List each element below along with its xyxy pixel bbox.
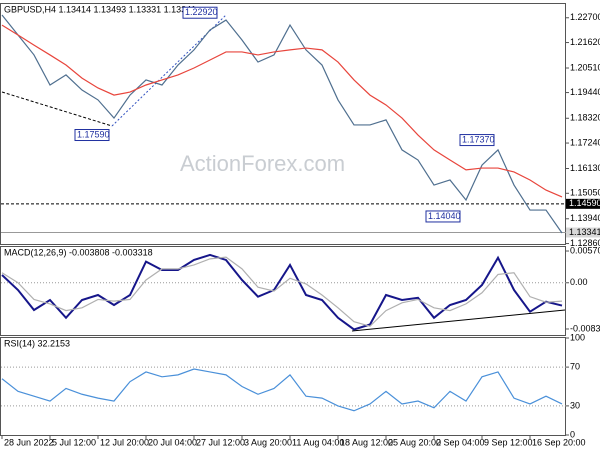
x-tick-label: 5 Jul 12:00 [52,437,96,447]
rsi-title: RSI(14) 32.2153 [4,338,70,348]
y-tick-label: 1.12860 [570,238,600,248]
annotation-label: 1.17370 [462,134,495,144]
x-tick-label: 2 Sep 04:00 [436,437,485,447]
x-tick-label: 3 Aug 20:00 [244,437,292,447]
annotation-box [459,134,495,147]
trend-line [1,91,113,127]
annotation-label: 1.17590 [77,129,110,139]
x-tick-label: 28 Jun 2022 [4,437,54,447]
series-line [1,14,563,234]
y-tick-label: 1.16130 [570,163,600,173]
annotation-box [182,6,218,19]
y-tick-label: 0.00 [570,277,588,287]
series-line [1,368,563,412]
rsi-panel-frame [0,337,566,436]
x-tick-label: 11 Aug 04:00 [292,437,344,447]
x-tick-label: 27 Jul 12:00 [196,437,245,447]
y-tick-label: 0.005708 [570,245,600,255]
annotation-box [74,129,110,142]
price-panel-frame [0,3,566,245]
x-tick-label: 18 Aug 12:00 [340,437,393,447]
y-tick-label: 0 [570,429,575,439]
y-tick-label: 1.21620 [570,37,600,47]
macd-title: MACD(12,26,9) -0.003808 -0.003318 [4,247,153,257]
x-tick-label: 20 Jul 04:00 [148,437,197,447]
y-tick-label: 1.19440 [570,87,600,97]
annotation-label: 1.22920 [185,7,218,17]
price-label-box [566,227,600,238]
series-line [1,253,563,331]
price-label: 1.13341 [569,227,600,237]
y-tick-label: 1.18320 [570,113,600,123]
macd-trend-line [351,309,566,332]
x-tick-label: 9 Sep 12:00 [484,437,533,447]
x-tick-label: 16 Sep 20:00 [532,437,586,447]
watermark: ActionForex.com [180,151,345,176]
annotation-box [425,210,461,223]
y-tick-label: 1.15050 [570,188,600,198]
x-tick-label: 25 Aug 20:00 [388,437,441,447]
price-label-box [566,198,600,209]
y-tick-label: 1.22700 [570,12,600,22]
macd-panel-frame [0,246,566,336]
y-tick-label: 1.17240 [570,137,600,147]
y-tick-label: 1.13940 [570,213,600,223]
series-line [1,256,563,327]
y-tick-label: -0.008308 [570,323,600,333]
x-tick-label: 12 Jul 20:00 [100,437,149,447]
series-line [1,24,563,198]
price-label: 1.14590 [569,198,600,208]
annotation-label: 1.14040 [428,211,461,221]
y-tick-label: 100 [570,332,585,342]
y-tick-label: 1.20510 [570,62,600,72]
y-tick-label: 30 [570,400,580,410]
price-title: GBPUSD,H4 1.13414 1.13493 1.13331 1.1334… [4,4,196,14]
y-tick-label: 70 [570,361,580,371]
